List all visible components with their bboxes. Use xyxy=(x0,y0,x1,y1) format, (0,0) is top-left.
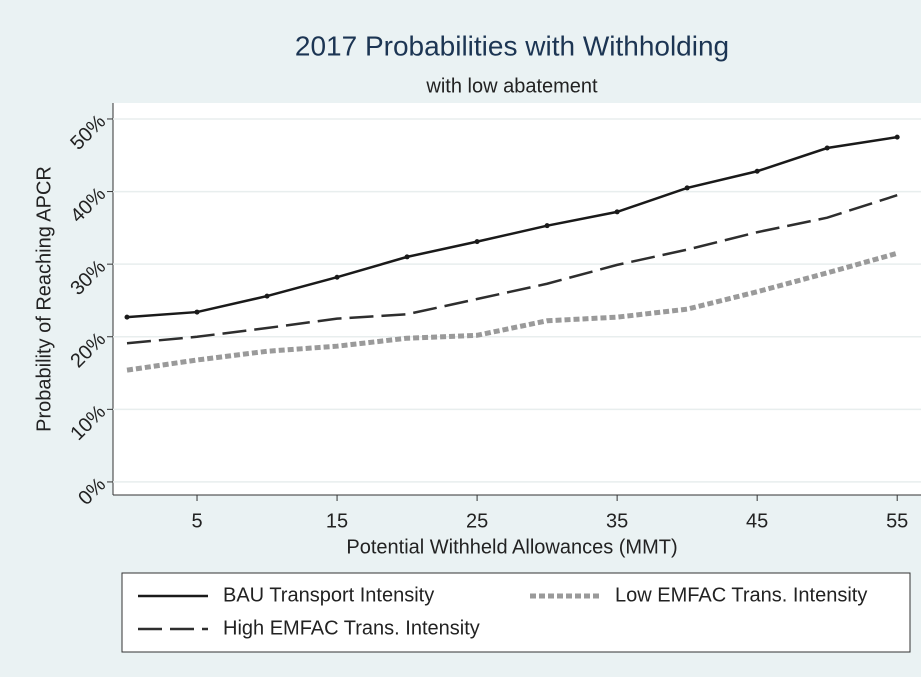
x-tick-label: 35 xyxy=(606,510,628,532)
point xyxy=(894,134,900,140)
point xyxy=(544,223,550,229)
x-tick-label: 15 xyxy=(326,510,348,532)
x-tick-label: 25 xyxy=(466,510,488,532)
x-tick-label: 5 xyxy=(191,510,202,532)
point xyxy=(194,309,200,315)
chart-subtitle: with low abatement xyxy=(425,75,598,97)
legend-label: BAU Transport Intensity xyxy=(223,584,434,606)
chart-title: 2017 Probabilities with Withholding xyxy=(295,30,729,61)
point xyxy=(824,145,830,151)
series-line xyxy=(126,194,898,345)
y-axis-label: Probability of Reaching APCR xyxy=(33,166,55,432)
legend-label: Low EMFAC Trans. Intensity xyxy=(615,584,867,606)
point xyxy=(754,168,760,174)
legend-label: High EMFAC Trans. Intensity xyxy=(223,617,480,639)
series-line xyxy=(126,135,898,319)
plot-area xyxy=(113,103,921,495)
x-tick-label: 55 xyxy=(886,510,908,532)
point xyxy=(684,185,690,191)
x-tick-label: 45 xyxy=(746,510,768,532)
x-axis-label: Potential Withheld Allowances (MMT) xyxy=(346,536,677,558)
point xyxy=(404,254,410,260)
point xyxy=(474,239,480,245)
point xyxy=(614,209,620,215)
legend xyxy=(121,572,911,653)
point xyxy=(264,293,270,299)
point xyxy=(334,274,340,280)
series-line xyxy=(126,250,898,373)
point xyxy=(124,314,130,320)
